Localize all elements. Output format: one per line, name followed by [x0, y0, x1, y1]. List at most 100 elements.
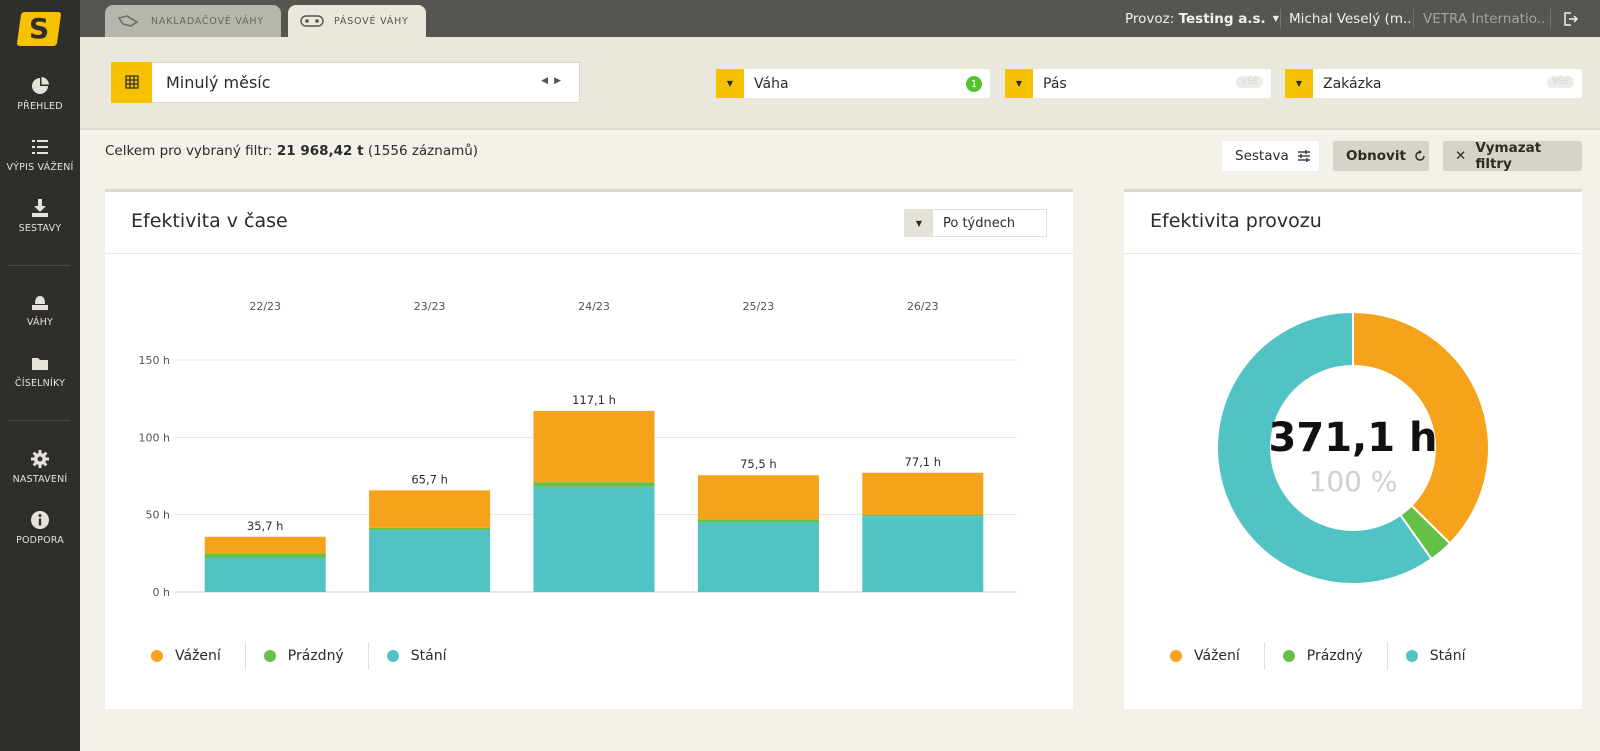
filter-label: Váha: [754, 75, 789, 92]
bar-total-label: 65,7 h: [411, 472, 448, 486]
caret-down-icon: ▼: [1272, 14, 1279, 23]
sidebar-item-label: ČÍSELNÍKY: [14, 378, 66, 389]
filter-label: Pás: [1043, 75, 1067, 92]
user-name[interactable]: Michal Veselý (m...: [1289, 0, 1411, 37]
chart-legend: Vážení Prázdný Stání: [1170, 642, 1490, 670]
donut-slice: [1352, 312, 1490, 545]
filter-all-badge: VŠE: [1236, 76, 1263, 88]
download-icon: [32, 199, 48, 217]
pie-chart-icon: [32, 77, 49, 94]
next-arrow-icon[interactable]: ▶: [554, 76, 567, 86]
x-category-label: 22/23: [249, 300, 281, 313]
provoz-selector[interactable]: Provoz: Testing a.s. ▼: [1125, 0, 1279, 37]
legend-item-vazeni[interactable]: Vážení: [1170, 648, 1264, 664]
bar-segment: [204, 553, 326, 558]
efektivita-provozu-card: Efektivita provozu 371,1 h 100 % Vážení …: [1124, 189, 1582, 709]
legend-item-prazdny[interactable]: Prázdný: [1282, 648, 1387, 664]
date-range-picker[interactable]: Minulý měsíc ◀▶: [111, 61, 580, 103]
legend-item-stani[interactable]: Stání: [1405, 648, 1490, 664]
legend-dot: [151, 650, 163, 662]
filter-zakazka[interactable]: ▼ Zakázka VŠE: [1285, 69, 1582, 98]
period-select-value: Po týdnech: [943, 215, 1016, 231]
filter-vaha[interactable]: ▼ Váha 1: [716, 69, 990, 98]
dropdown-icon[interactable]: ▼: [905, 210, 933, 236]
bar-segment: [533, 486, 655, 592]
refresh-icon: [1415, 150, 1425, 161]
sidebar-item-prehled[interactable]: PŘEHLED: [0, 76, 80, 112]
legend-label: Vážení: [175, 648, 221, 664]
loader-icon: [117, 15, 139, 27]
legend-label: Prázdný: [287, 648, 344, 664]
x-category-label: 23/23: [414, 300, 446, 313]
sidebar-item-ciselniky[interactable]: ČÍSELNÍKY: [0, 353, 80, 389]
y-tick-label: 0 h: [153, 586, 170, 599]
bar-segment: [369, 527, 491, 531]
sidebar-item-podpora[interactable]: PODPORA: [0, 510, 80, 546]
legend-label: Stání: [410, 648, 447, 664]
legend-dot: [386, 650, 399, 662]
vymazat-filtry-button[interactable]: ✕ Vymazat filtry: [1443, 140, 1582, 172]
scale-icon: [32, 296, 48, 310]
dropdown-icon[interactable]: ▼: [1285, 69, 1313, 98]
dropdown-icon[interactable]: ▼: [716, 69, 744, 98]
legend-separator: [244, 642, 246, 670]
sidebar-divider: [8, 265, 70, 266]
tab-label: NAKLADAČOVÉ VÁHY: [151, 15, 264, 27]
app-logo[interactable]: S: [16, 12, 62, 46]
bar-segment: [862, 472, 984, 515]
efektivita-v-case-card: Efektivita v čase ▼ Po týdnech 0 h 50 h 10…: [105, 189, 1073, 709]
legend-label: Stání: [1429, 648, 1466, 664]
header-separator: [1280, 9, 1281, 29]
filter-bar: Minulý měsíc ◀▶ ▼ Váha 1 ▼ Pás VŠE ▼ Zak…: [80, 37, 1600, 130]
bar-segment: [697, 522, 819, 592]
sidebar-item-nastaveni[interactable]: NASTAVENÍ: [0, 449, 80, 485]
sestava-button[interactable]: Sestava: [1222, 141, 1319, 171]
period-select[interactable]: ▼ Po týdnech: [904, 209, 1047, 237]
header-separator: [1550, 9, 1551, 29]
user-name-text: Michal Veselý (m...: [1289, 10, 1411, 27]
legend-label: Vážení: [1194, 648, 1240, 664]
date-nav-arrows[interactable]: ◀▶: [541, 76, 567, 86]
sidebar: S PŘEHLED VÝPIS VÁŽENÍ SESTAVY VÁHY ČÍSE…: [0, 0, 80, 751]
prev-arrow-icon[interactable]: ◀: [541, 76, 555, 86]
company-name[interactable]: VETRA Internatio...: [1423, 0, 1545, 37]
bar-segment: [862, 514, 984, 517]
legend-separator: [367, 642, 369, 670]
y-tick-label: 150 h: [139, 354, 170, 367]
legend-item-vazeni[interactable]: Vážení: [151, 648, 245, 664]
legend-dot: [263, 650, 276, 662]
sidebar-divider: [8, 420, 70, 421]
legend-separator: [1386, 642, 1388, 670]
bar-segment: [697, 519, 819, 523]
provoz-prefix: Provoz:: [1125, 10, 1175, 27]
legend-dot: [1282, 650, 1295, 662]
card-title: Efektivita v čase: [131, 210, 288, 232]
y-tick-label: 50 h: [146, 509, 170, 522]
sidebar-item-vypis-vazeni[interactable]: VÝPIS VÁŽENÍ: [0, 137, 80, 173]
chart-legend: Vážení Prázdný Stání: [151, 642, 471, 670]
bar-segment: [369, 490, 491, 528]
gear-icon: [31, 450, 49, 468]
folder-icon: [32, 358, 48, 370]
sidebar-item-label: SESTAVY: [18, 223, 62, 234]
tab-pasove-vahy[interactable]: PÁSOVÉ VÁHY: [288, 5, 426, 37]
sidebar-item-sestavy[interactable]: SESTAVY: [0, 198, 80, 234]
sidebar-item-vahy[interactable]: VÁHY: [0, 292, 80, 328]
card-divider: [1124, 253, 1582, 254]
legend-label: Prázdný: [1306, 648, 1363, 664]
legend-item-prazdny[interactable]: Prázdný: [263, 648, 368, 664]
list-icon: [32, 140, 48, 154]
tab-nakladacove-vahy[interactable]: NAKLADAČOVÉ VÁHY: [105, 5, 281, 37]
bar-total-label: 117,1 h: [572, 393, 616, 407]
legend-item-stani[interactable]: Stání: [386, 648, 471, 664]
company-name-text: VETRA Internatio...: [1423, 10, 1545, 27]
calendar-icon[interactable]: [111, 61, 152, 103]
x-category-label: 24/23: [578, 300, 610, 313]
obnovit-label: Obnovit: [1346, 148, 1406, 164]
logout-icon: [1564, 11, 1578, 26]
logout-button[interactable]: [1562, 0, 1578, 37]
obnovit-button[interactable]: Obnovit: [1333, 141, 1429, 171]
filter-count-badge: 1: [966, 76, 982, 92]
dropdown-icon[interactable]: ▼: [1005, 69, 1033, 98]
filter-pas[interactable]: ▼ Pás VŠE: [1005, 69, 1271, 98]
